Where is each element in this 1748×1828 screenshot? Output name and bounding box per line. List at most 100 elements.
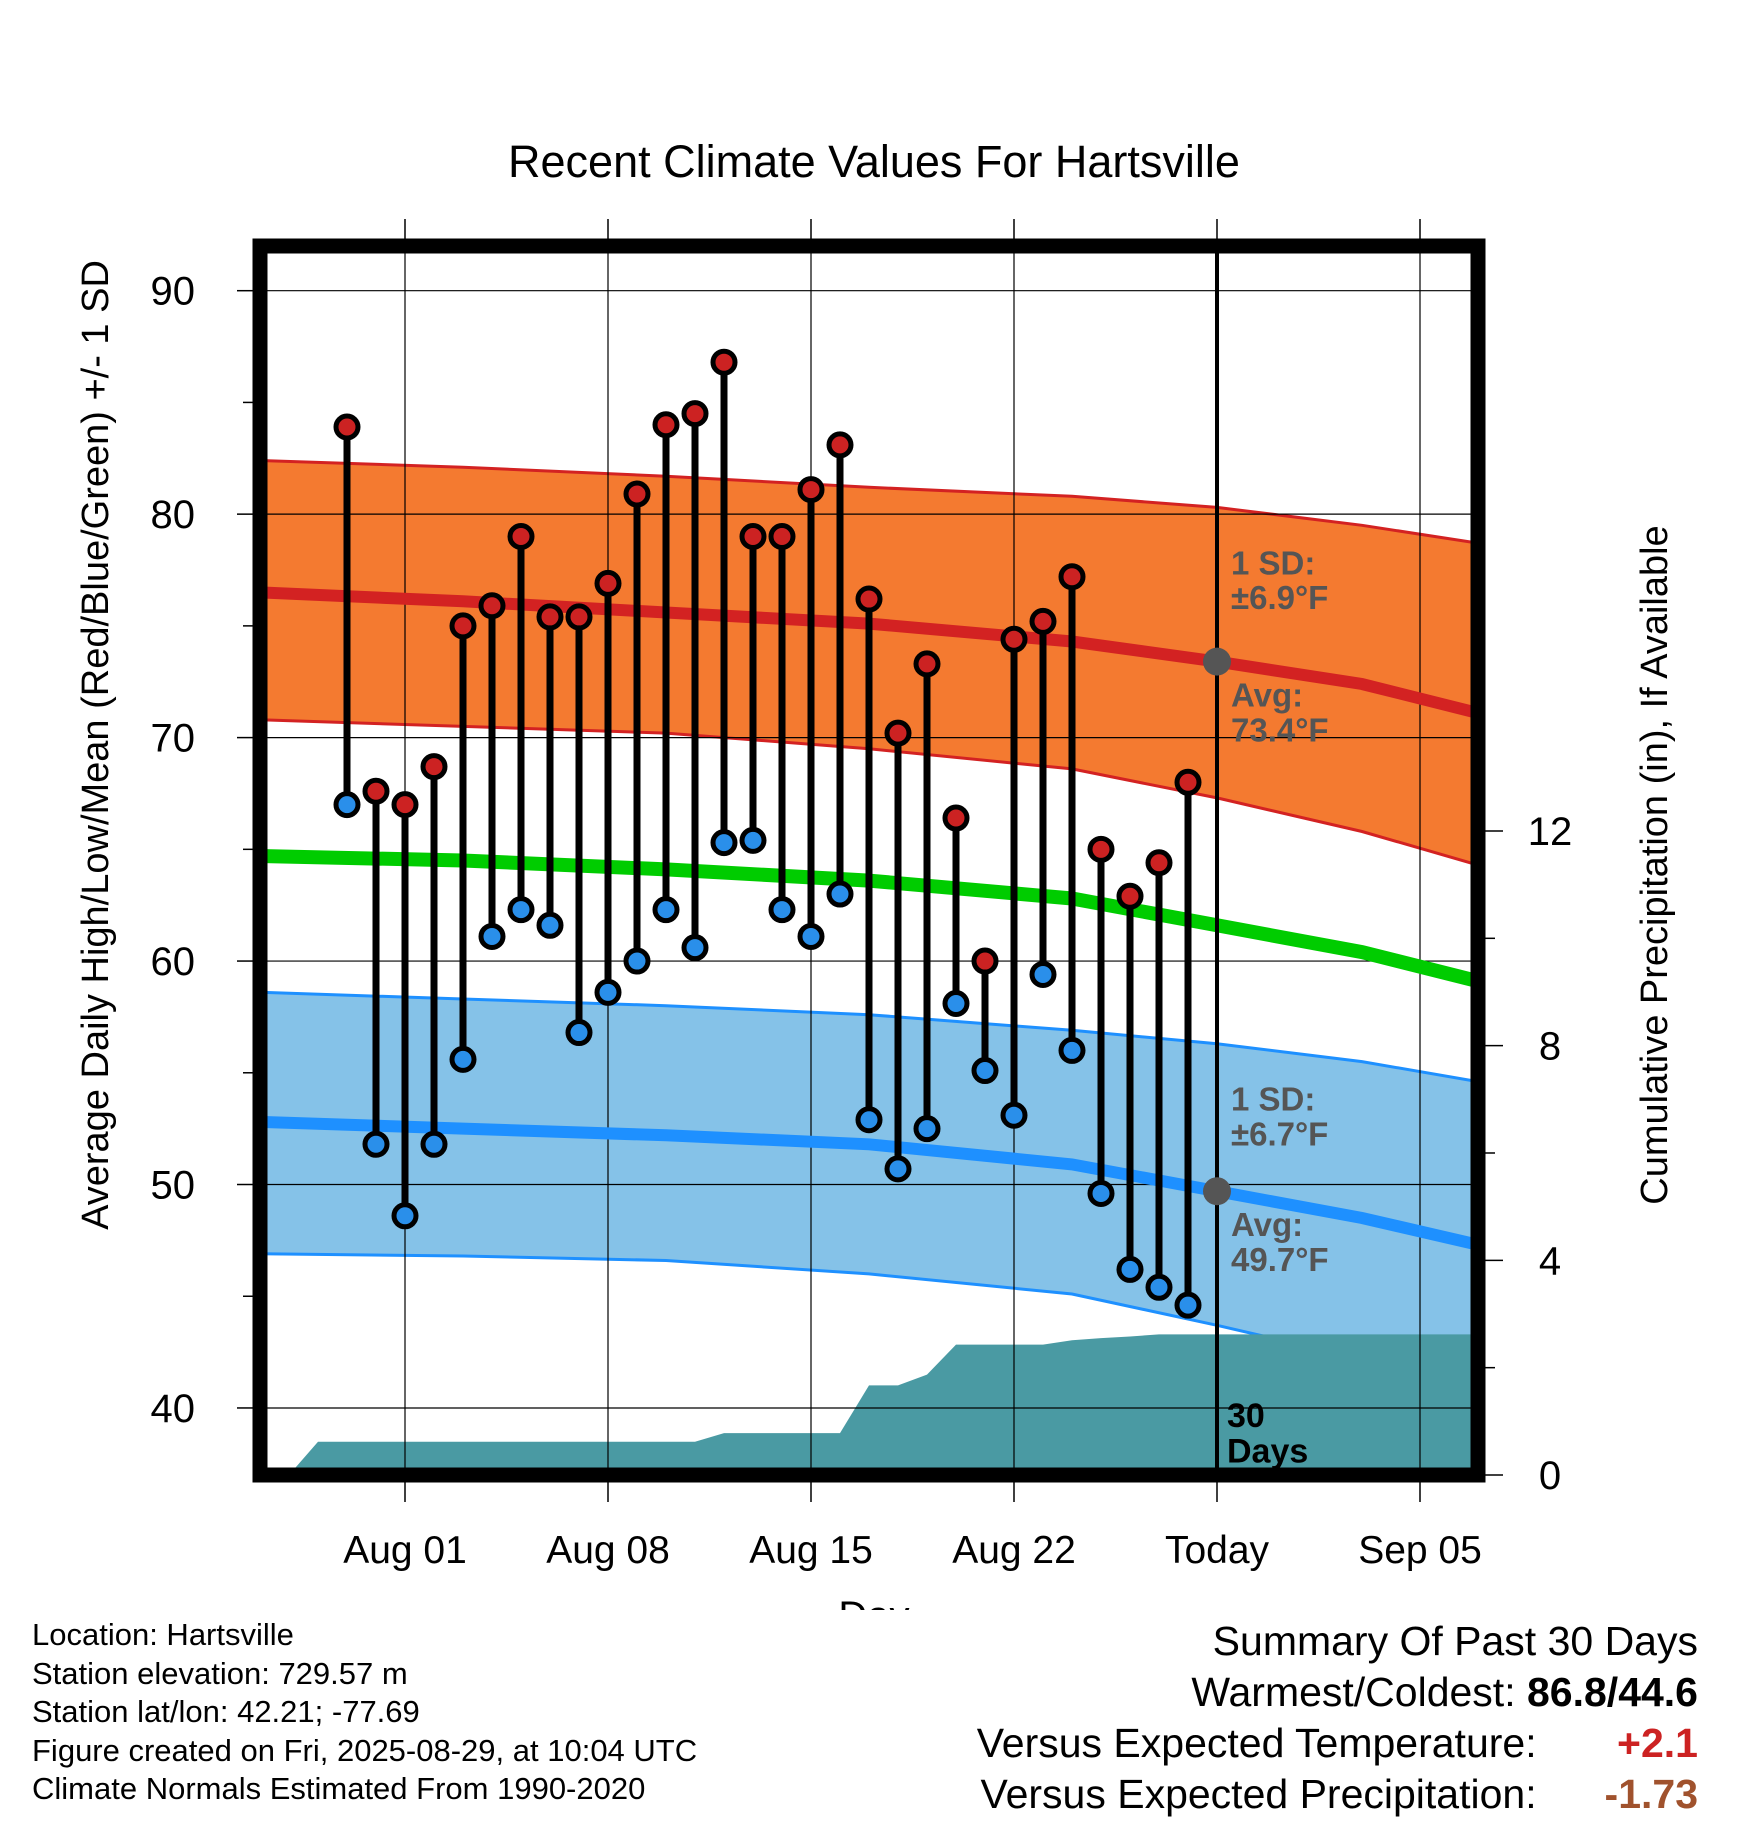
observed-low-point [1058, 1036, 1086, 1064]
y-axis-label: Average Daily High/Low/Mean (Red/Blue/Gr… [75, 260, 117, 1230]
y-tick-label: 90 [151, 270, 196, 314]
high-sd-annotation-line: 1 SD: [1231, 544, 1315, 581]
temp-departure-row: Versus Expected Temperature: +2.1 [977, 1718, 1698, 1769]
observed-high-point [884, 719, 912, 747]
x-tick-label: Sep 05 [1358, 1529, 1482, 1572]
observed-high-point [1145, 849, 1173, 877]
observed-high-point [623, 480, 651, 508]
low-avg-annotation-line: Avg: [1231, 1206, 1303, 1243]
observed-low-point [362, 1130, 390, 1158]
normal-high-upper-edge [260, 459, 1478, 545]
location-text: Location: Hartsville [32, 1617, 294, 1652]
plot-frame [252, 238, 1486, 1483]
normal-mean-line [260, 849, 1478, 988]
observed-low-point [710, 829, 738, 857]
high-avg-annotation: Avg: 73.4°F [1231, 677, 1329, 749]
x-tick-label: Today [1165, 1529, 1270, 1572]
observed-low-point [1000, 1101, 1028, 1129]
y-tick-label: 50 [151, 1164, 196, 1208]
observed-high-point [478, 592, 506, 620]
normal-low-mean-line [260, 1115, 1478, 1251]
observed-low-point [681, 934, 709, 962]
observed-high-point [420, 753, 448, 781]
observed-high-point [681, 400, 709, 428]
observed-high-point [710, 348, 738, 376]
precip-departure-row: Versus Expected Precipitation: -1.73 [977, 1769, 1699, 1820]
normal-low-upper-edge [260, 990, 1478, 1084]
temp-departure-label: Versus Expected Temperature: [976, 1720, 1537, 1766]
temp-departure-value: +2.1 [1617, 1720, 1698, 1766]
warmest-coldest-row: Warmest/Coldest: 86.8/44.6 [977, 1667, 1698, 1718]
observed-low-point [971, 1057, 999, 1085]
observed-high-point [913, 650, 941, 678]
normals-text: Climate Normals Estimated From 1990-2020 [32, 1771, 646, 1806]
observed-low-point [623, 947, 651, 975]
low-sd-annotation-line: ±6.7°F [1231, 1115, 1328, 1152]
y2-tick-label: 0 [1539, 1454, 1561, 1498]
observed-low-point [739, 826, 767, 854]
observed-low-point [1145, 1273, 1173, 1301]
high-avg-annotation-line: Avg: [1231, 677, 1303, 714]
observed-high-point [826, 431, 854, 459]
observed-low-point [536, 911, 564, 939]
observed-high-point [971, 947, 999, 975]
observed-high-point [942, 804, 970, 832]
x-tick-label: Aug 22 [952, 1529, 1076, 1572]
observed-low-point [478, 922, 506, 950]
observed-high-point [1058, 563, 1086, 591]
observed-high-point [797, 476, 825, 504]
today-high-avg-marker [1203, 647, 1231, 676]
observed-high-point [536, 603, 564, 631]
y2-tick-label: 4 [1539, 1239, 1561, 1283]
observed-low-point [420, 1130, 448, 1158]
high-avg-annotation-line: 73.4°F [1231, 711, 1329, 748]
observed-low-point [797, 922, 825, 950]
high-sd-annotation: 1 SD: ±6.9°F [1231, 544, 1328, 616]
observed-low-point [942, 990, 970, 1018]
observed-high-point [362, 777, 390, 805]
low-sd-annotation: 1 SD: ±6.7°F [1231, 1081, 1328, 1153]
observed-low-point [1174, 1291, 1202, 1319]
normal-high-lower-edge [260, 718, 1478, 867]
observed-high-point [449, 612, 477, 640]
y-tick-label: 60 [151, 940, 196, 984]
observed-high-point [1174, 768, 1202, 796]
observed-high-point [391, 791, 419, 819]
warmest-coldest-label: Warmest/Coldest: [1191, 1669, 1516, 1715]
observed-low-point [884, 1155, 912, 1183]
observed-high-point [855, 585, 883, 613]
low-avg-annotation: Avg: 49.7°F [1231, 1206, 1329, 1278]
low-avg-annotation-line: 49.7°F [1231, 1241, 1329, 1278]
observed-low-point [826, 880, 854, 908]
observed-low-point [913, 1115, 941, 1143]
precip-departure-value: -1.73 [1604, 1771, 1698, 1817]
observed-low-point [652, 896, 680, 924]
elevation-text: Station elevation: 729.57 m [32, 1655, 408, 1691]
today-low-avg-marker [1203, 1177, 1231, 1206]
y2-tick-label: 8 [1539, 1025, 1561, 1069]
y-tick-label: 80 [151, 493, 196, 537]
observed-low-point [507, 896, 535, 924]
observed-high-point [739, 522, 767, 550]
y-tick-label: 70 [151, 717, 196, 761]
summary-heading: Summary Of Past 30 Days [1212, 1618, 1698, 1664]
x-axis-label: Day [838, 1594, 909, 1610]
climate-chart: Recent Climate Values For Hartsville 1 S… [75, 136, 1676, 1610]
observed-low-point [768, 896, 796, 924]
normal-low-band [260, 992, 1478, 1395]
cumulative-precip-area [289, 1334, 1478, 1475]
precip-period-annotation: 30 Days [1227, 1397, 1308, 1471]
observed-high-point [507, 522, 535, 550]
observed-low-point [565, 1019, 593, 1047]
observed-high-point [333, 413, 361, 441]
summary-panel: Summary Of Past 30 Days Warmest/Coldest:… [977, 1616, 1698, 1820]
observed-low-point [1087, 1179, 1115, 1207]
observed-low-point [333, 791, 361, 819]
precip-departure-label: Versus Expected Precipitation: [980, 1771, 1537, 1817]
low-sd-annotation-line: 1 SD: [1231, 1081, 1315, 1118]
observed-high-point [594, 569, 622, 597]
x-tick-label: Aug 08 [546, 1529, 670, 1572]
station-info: Location: Hartsville Station elevation: … [32, 1616, 697, 1809]
